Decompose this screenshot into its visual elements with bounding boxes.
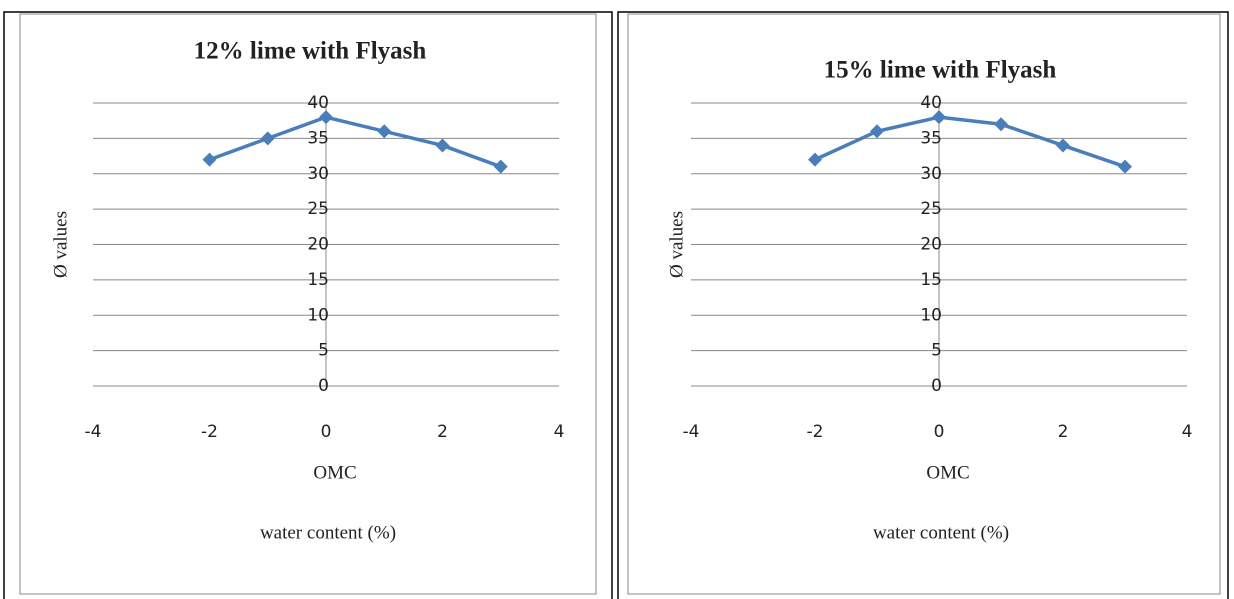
data-point <box>994 117 1008 132</box>
y-tick-label: 15 <box>920 270 942 290</box>
y-tick-label: 15 <box>307 270 329 290</box>
y-tick-label: 25 <box>920 199 942 219</box>
x-tick-label: 2 <box>1058 422 1069 442</box>
y-axis-label: Ø values <box>666 211 687 278</box>
x-tick-label: 4 <box>1182 422 1193 442</box>
y-tick-label: 40 <box>920 93 942 113</box>
y-tick-label: 0 <box>318 376 329 396</box>
data-point <box>377 124 392 139</box>
y-tick-label: 0 <box>931 376 942 396</box>
x-axis-label: water content (%) <box>260 522 396 543</box>
x-tick-label: 0 <box>934 422 945 442</box>
y-tick-label: 10 <box>307 305 329 325</box>
y-tick-label: 5 <box>318 341 329 361</box>
y-tick-label: 35 <box>307 128 329 148</box>
chart-frame <box>627 13 1221 595</box>
x-axis-label: OMC <box>313 462 356 483</box>
data-point <box>870 124 884 139</box>
x-tick-label: 0 <box>321 422 332 442</box>
chart-frame <box>19 13 597 595</box>
x-tick-label: -4 <box>85 422 102 442</box>
y-tick-label: 25 <box>307 199 329 219</box>
data-point <box>202 152 217 167</box>
y-tick-label: 35 <box>920 128 942 148</box>
x-tick-label: 2 <box>437 422 448 442</box>
x-tick-label: -2 <box>201 422 218 442</box>
x-tick-label: -4 <box>683 422 700 442</box>
y-tick-label: 10 <box>920 305 942 325</box>
chart-title: 15% lime with Flyash <box>824 57 1057 84</box>
x-axis-label: water content (%) <box>873 522 1009 543</box>
y-tick-label: 40 <box>307 93 329 113</box>
data-point <box>493 159 508 174</box>
data-line <box>814 115 1126 169</box>
data-point <box>435 138 450 153</box>
y-tick-label: 30 <box>920 164 942 184</box>
data-point <box>260 131 275 146</box>
data-point <box>319 110 333 125</box>
y-tick-label: 20 <box>307 235 329 255</box>
x-tick-label: -2 <box>807 422 824 442</box>
data-point <box>1056 138 1070 153</box>
chart-title: 12% lime with Flyash <box>194 38 427 65</box>
y-tick-label: 5 <box>931 341 942 361</box>
y-tick-label: 30 <box>307 164 329 184</box>
cell-border <box>617 11 1229 599</box>
y-axis-label: Ø values <box>50 211 71 278</box>
data-line <box>208 115 502 169</box>
x-tick-label: 4 <box>554 422 565 442</box>
y-tick-label: 20 <box>920 235 942 255</box>
x-axis-label: OMC <box>926 462 969 483</box>
data-point <box>932 110 946 125</box>
cell-border <box>3 11 613 599</box>
data-point <box>808 152 822 167</box>
data-point <box>1118 159 1132 174</box>
